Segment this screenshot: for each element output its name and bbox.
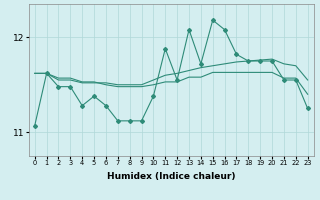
X-axis label: Humidex (Indice chaleur): Humidex (Indice chaleur) bbox=[107, 172, 236, 181]
